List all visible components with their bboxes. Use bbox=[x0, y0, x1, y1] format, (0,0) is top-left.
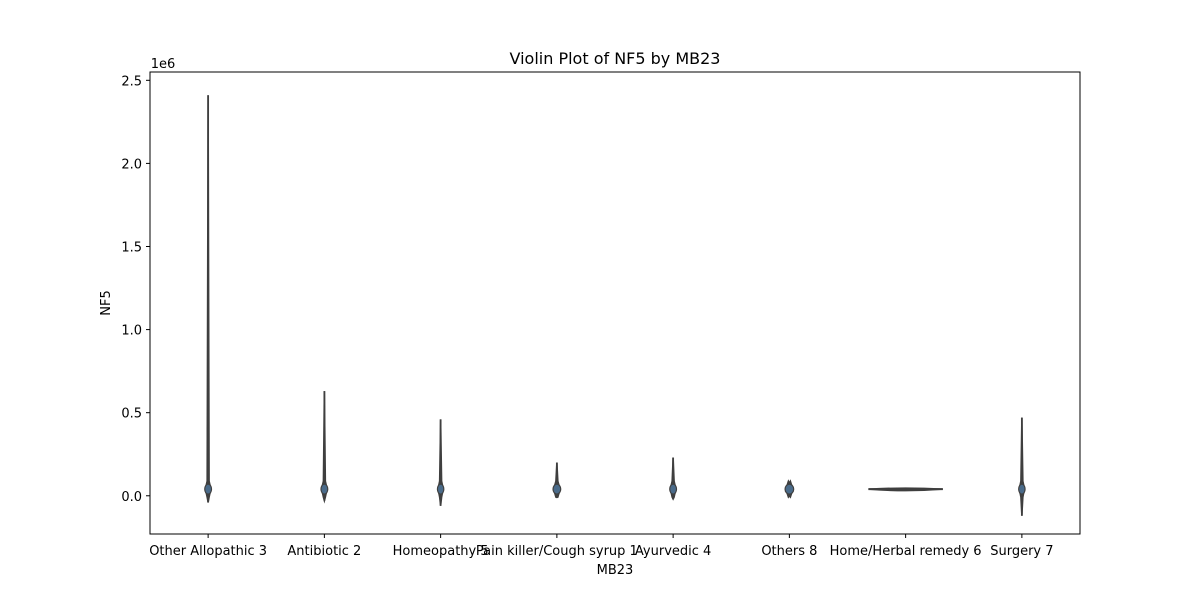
x-tick-label: Surgery 7 bbox=[990, 544, 1053, 559]
y-axis: 0.0 0.5 1.0 1.5 2.0 2.5 bbox=[121, 74, 150, 505]
x-tick-label: Antibiotic 2 bbox=[287, 544, 361, 559]
y-tick-label: 1.0 bbox=[121, 324, 142, 339]
violin bbox=[1018, 417, 1026, 516]
violin bbox=[669, 457, 678, 501]
violin bbox=[784, 479, 795, 499]
violin bbox=[320, 391, 329, 504]
violin-density bbox=[552, 483, 562, 495]
violin bbox=[552, 462, 562, 499]
violin-density bbox=[1018, 483, 1026, 495]
x-axis: Other Allopathic 3 Antibiotic 2 Homeopathy… bbox=[149, 534, 1054, 559]
x-tick-label: Home/Herbal remedy 6 bbox=[830, 544, 982, 559]
y-tick-label: 1.5 bbox=[121, 240, 142, 255]
chart-title: Violin Plot of NF5 by MB23 bbox=[510, 49, 721, 68]
violin bbox=[436, 419, 445, 506]
violin-density bbox=[669, 483, 678, 495]
axes-frame bbox=[149, 71, 1081, 535]
y-tick-label: 2.5 bbox=[121, 74, 142, 89]
x-tick-label: Pain killer/Cough syrup 1 bbox=[476, 544, 638, 559]
y-tick-label: 0.5 bbox=[121, 407, 142, 422]
violin bbox=[868, 487, 943, 492]
x-tick-label: Homeopathy 5 bbox=[393, 544, 489, 559]
y-axis-label: NF5 bbox=[99, 290, 114, 315]
plot-area bbox=[204, 95, 1026, 516]
violin-density bbox=[436, 483, 445, 495]
x-tick-label: Others 8 bbox=[761, 544, 817, 559]
y-offset-label: 1e6 bbox=[151, 57, 176, 72]
violin bbox=[204, 95, 213, 503]
violin-density bbox=[320, 483, 329, 495]
violin-density bbox=[204, 483, 213, 495]
x-tick-label: Ayurvedic 4 bbox=[635, 544, 711, 559]
x-tick-label: Other Allopathic 3 bbox=[149, 544, 267, 559]
y-tick-label: 2.0 bbox=[121, 157, 142, 172]
x-axis-label: MB23 bbox=[597, 563, 634, 578]
violin-density bbox=[784, 483, 795, 495]
y-tick-label: 0.0 bbox=[121, 490, 142, 505]
